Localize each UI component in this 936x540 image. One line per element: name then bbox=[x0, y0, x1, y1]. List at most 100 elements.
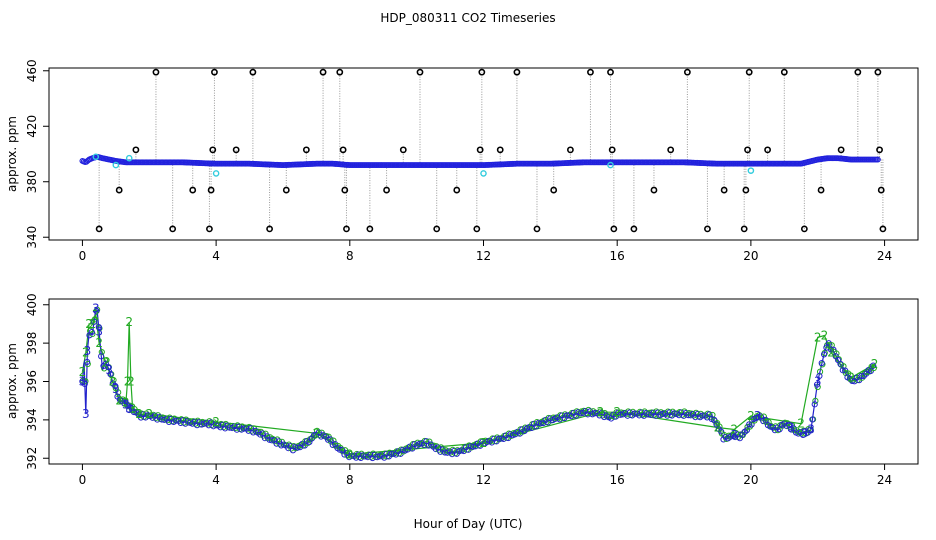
x-tick-label: 12 bbox=[476, 473, 491, 487]
series-2-glyph: 2 bbox=[821, 328, 829, 342]
spike-point bbox=[876, 146, 883, 154]
cyan-point bbox=[212, 170, 220, 177]
spike-point bbox=[341, 186, 349, 194]
series-3-glyph: 3 bbox=[82, 407, 90, 421]
y-tick-label: 392 bbox=[25, 447, 39, 470]
top-plot-frame bbox=[48, 67, 919, 241]
series-3-glyph: 3 bbox=[730, 428, 738, 442]
bottom-axes: 0 4 8 12 16 20 24 392 394 396 398 400 bbox=[25, 293, 892, 487]
y-tick-label: 340 bbox=[25, 226, 39, 249]
series-2-glyph: 2 bbox=[871, 357, 879, 371]
y-tick-label: 420 bbox=[25, 115, 39, 138]
series-2-point bbox=[115, 389, 122, 396]
series-3-point bbox=[830, 346, 837, 353]
spike-point bbox=[740, 225, 748, 233]
series-2-glyph: 2 bbox=[82, 346, 90, 360]
bottom-y-axis-label: approx. ppm bbox=[5, 343, 19, 419]
series-3-point bbox=[91, 318, 98, 325]
spike-point bbox=[513, 68, 521, 76]
series-2-point bbox=[816, 368, 824, 375]
x-tick-label: 12 bbox=[476, 249, 491, 263]
x-tick-label: 16 bbox=[610, 473, 625, 487]
series-3-point bbox=[811, 401, 818, 408]
series-2-glyph: 2 bbox=[797, 417, 805, 431]
series-2-point bbox=[103, 356, 110, 364]
spike-point bbox=[366, 225, 374, 233]
x-tick-label: 0 bbox=[79, 249, 87, 263]
series-2-point bbox=[110, 376, 117, 384]
spike-point bbox=[476, 146, 484, 154]
series-2-glyph: 2 bbox=[747, 409, 755, 423]
series-3-point bbox=[746, 421, 753, 428]
series-3-point bbox=[870, 362, 877, 369]
series-2-glyph: 2 bbox=[79, 365, 87, 379]
x-tick-label: 8 bbox=[346, 473, 354, 487]
spike-point bbox=[567, 146, 574, 154]
spike-point bbox=[587, 68, 594, 76]
spike-point bbox=[608, 146, 616, 154]
spike-point bbox=[478, 68, 486, 76]
spike-point bbox=[704, 225, 711, 233]
series-3-point bbox=[816, 372, 823, 380]
series-3-point bbox=[95, 323, 102, 331]
y-tick-label: 394 bbox=[25, 408, 39, 431]
spike-point bbox=[282, 186, 290, 194]
spike-point bbox=[744, 146, 751, 154]
spike-point bbox=[266, 225, 273, 233]
spike-point bbox=[473, 225, 481, 233]
spike-point bbox=[115, 186, 123, 194]
spike-point bbox=[650, 186, 658, 194]
spike-point bbox=[211, 68, 218, 76]
series-2-glyph: 2 bbox=[313, 426, 321, 440]
series-3-point bbox=[806, 426, 814, 433]
x-tick-label: 4 bbox=[212, 473, 220, 487]
spike-point bbox=[169, 225, 177, 233]
spike-point bbox=[207, 186, 215, 194]
spike-point bbox=[854, 68, 862, 76]
series-2-glyph: 2 bbox=[102, 355, 110, 369]
series-3-glyph: 3 bbox=[79, 375, 87, 389]
spike-point bbox=[764, 146, 771, 154]
series-2-glyph: 2 bbox=[730, 422, 738, 436]
series-3-glyph: 3 bbox=[801, 426, 809, 440]
cyan-point bbox=[112, 161, 120, 169]
series-2-glyph: 2 bbox=[95, 336, 103, 350]
series-2-point bbox=[788, 422, 796, 429]
spike-point bbox=[189, 186, 197, 194]
series-3-glyph: 3 bbox=[754, 409, 762, 423]
series-2-glyph: 2 bbox=[109, 375, 117, 389]
series-2-point bbox=[330, 437, 337, 444]
bottom-panel: approx. ppm 0 4 8 12 16 20 24 392 394 396 398 400 2… bbox=[5, 293, 919, 487]
x-tick-label: 20 bbox=[743, 473, 758, 487]
series-3-point bbox=[98, 353, 105, 360]
cyan-point bbox=[607, 161, 614, 169]
series-3-glyph: 3 bbox=[95, 325, 103, 339]
x-tick-label: 8 bbox=[346, 249, 354, 263]
x-tick-label: 24 bbox=[877, 473, 892, 487]
spike-point bbox=[343, 225, 350, 233]
series-3-glyph: 3 bbox=[105, 363, 113, 377]
series-2-glyph: 2 bbox=[847, 371, 855, 385]
series-3-point bbox=[123, 401, 130, 408]
spike-point bbox=[132, 146, 140, 154]
series-2-glyph: 2 bbox=[714, 421, 722, 435]
series-3-point bbox=[495, 435, 502, 442]
series-3-point bbox=[105, 364, 112, 371]
series-3-point bbox=[130, 408, 137, 416]
spike-point bbox=[339, 146, 347, 154]
series-3-point bbox=[820, 351, 828, 358]
spike-point bbox=[667, 146, 675, 154]
series-2-glyph: 2 bbox=[115, 394, 123, 408]
x-tick-label: 16 bbox=[610, 249, 625, 263]
spike-point bbox=[879, 225, 887, 233]
y-tick-label: 400 bbox=[25, 293, 39, 316]
spike-point bbox=[206, 225, 213, 233]
top-y-axis-label: approx. ppm bbox=[5, 116, 19, 192]
y-tick-label: 460 bbox=[25, 59, 39, 82]
series-2-glyph: 2 bbox=[122, 396, 130, 410]
spike-point bbox=[683, 68, 691, 76]
series-3-glyph: 3 bbox=[814, 375, 822, 389]
spike-point bbox=[319, 68, 327, 76]
series-3-point bbox=[93, 308, 100, 315]
spike-point bbox=[209, 146, 217, 154]
